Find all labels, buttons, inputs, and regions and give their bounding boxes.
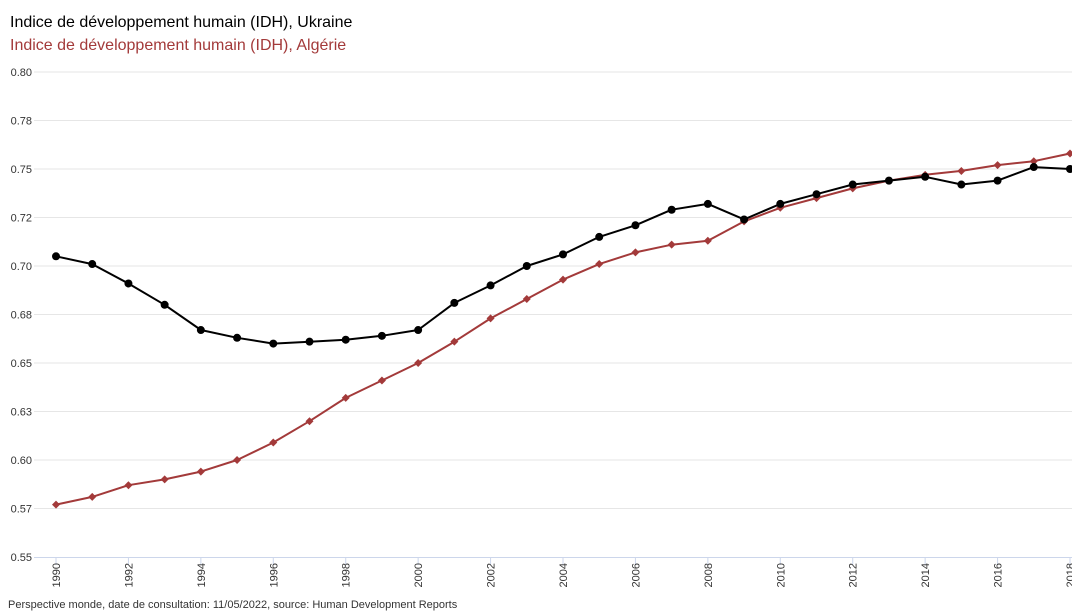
- x-tick-label: 2008: [703, 563, 715, 587]
- data-point-ukraine: [52, 252, 60, 261]
- x-tick-label: 2000: [413, 563, 425, 587]
- chart-titles: Indice de développement humain (IDH), Uk…: [10, 13, 352, 56]
- x-tick-label: 2006: [630, 563, 642, 587]
- data-point-ukraine: [233, 333, 242, 342]
- data-point-ukraine: [631, 221, 640, 230]
- data-point-algerie: [1029, 157, 1038, 166]
- source-footer: Perspective monde, date de consultation:…: [8, 599, 458, 611]
- title-ukraine: Indice de développement humain (IDH), Uk…: [10, 14, 353, 31]
- data-point-ukraine: [522, 262, 531, 270]
- x-tick-label: 2012: [848, 563, 860, 587]
- y-tick-label: 0.55: [11, 552, 32, 564]
- y-tick-label: 0.80: [11, 67, 32, 79]
- data-point-algerie: [414, 359, 423, 367]
- data-point-algerie: [196, 467, 205, 476]
- data-point-ukraine: [486, 281, 495, 290]
- data-point-algerie: [160, 475, 169, 484]
- x-tick-label: 1998: [341, 563, 353, 587]
- y-tick-label: 0.57: [11, 504, 32, 516]
- y-tick-label: 0.63: [11, 407, 32, 419]
- data-point-ukraine: [884, 176, 893, 185]
- data-point-ukraine: [776, 199, 785, 208]
- data-point-ukraine: [848, 180, 857, 189]
- data-point-algerie: [631, 248, 640, 257]
- x-tick-label: 2010: [775, 563, 787, 587]
- y-tick-label: 0.70: [11, 261, 32, 273]
- data-point-algerie: [269, 438, 278, 447]
- data-point-algerie: [667, 240, 676, 249]
- x-tick-label: 1992: [123, 563, 135, 587]
- data-point-algerie: [486, 314, 495, 323]
- data-point-ukraine: [414, 326, 423, 335]
- data-point-ukraine: [740, 215, 749, 224]
- data-point-algerie: [957, 166, 966, 175]
- x-tick-label: 2018: [1065, 563, 1072, 587]
- x-tick-label: 1994: [196, 563, 208, 587]
- data-point-ukraine: [559, 250, 567, 259]
- x-tick-label: 1996: [268, 563, 280, 587]
- data-point-ukraine: [667, 205, 676, 214]
- data-point-ukraine: [993, 176, 1002, 185]
- y-tick-label: 0.72: [11, 213, 32, 225]
- data-point-algerie: [377, 376, 386, 385]
- data-point-ukraine: [812, 190, 821, 199]
- x-tick-label: 1990: [51, 563, 63, 587]
- data-point-algerie: [233, 456, 242, 464]
- data-point-ukraine: [305, 337, 314, 346]
- x-tick-label: 2016: [993, 563, 1005, 587]
- data-point-ukraine: [1029, 163, 1038, 172]
- y-tick-label: 0.68: [11, 310, 32, 322]
- data-point-algerie: [993, 161, 1002, 170]
- title-algerie: Indice de développement humain (IDH), Al…: [10, 37, 347, 54]
- data-point-algerie: [522, 294, 531, 303]
- data-point-ukraine: [1066, 165, 1072, 173]
- data-point-algerie: [559, 275, 567, 284]
- data-point-ukraine: [341, 335, 350, 344]
- y-tick-label: 0.60: [11, 455, 32, 467]
- data-point-ukraine: [269, 339, 278, 348]
- data-point-ukraine: [196, 326, 205, 335]
- x-tick-label: 2014: [920, 563, 932, 587]
- data-point-ukraine: [595, 232, 604, 241]
- data-point-algerie: [341, 393, 350, 402]
- data-point-algerie: [124, 481, 133, 490]
- data-point-algerie: [595, 260, 604, 269]
- data-point-ukraine: [957, 180, 966, 189]
- data-point-ukraine: [921, 172, 930, 181]
- data-point-ukraine: [88, 260, 97, 269]
- y-tick-label: 0.75: [11, 164, 32, 176]
- y-tick-label: 0.65: [11, 358, 32, 370]
- data-point-algerie: [305, 417, 314, 426]
- data-point-ukraine: [377, 331, 386, 340]
- data-point-algerie: [52, 500, 60, 509]
- series-line-algerie: [55, 152, 1071, 506]
- data-point-ukraine: [703, 199, 712, 208]
- data-point-ukraine: [160, 300, 169, 309]
- data-point-ukraine: [124, 279, 133, 288]
- data-point-algerie: [1066, 149, 1072, 158]
- data-point-algerie: [450, 337, 459, 346]
- y-tick-label: 0.78: [11, 116, 32, 128]
- data-point-algerie: [88, 492, 97, 501]
- x-tick-label: 2004: [558, 563, 570, 587]
- x-tick-label: 2002: [486, 563, 498, 587]
- data-point-ukraine: [450, 298, 459, 307]
- data-point-algerie: [703, 236, 712, 245]
